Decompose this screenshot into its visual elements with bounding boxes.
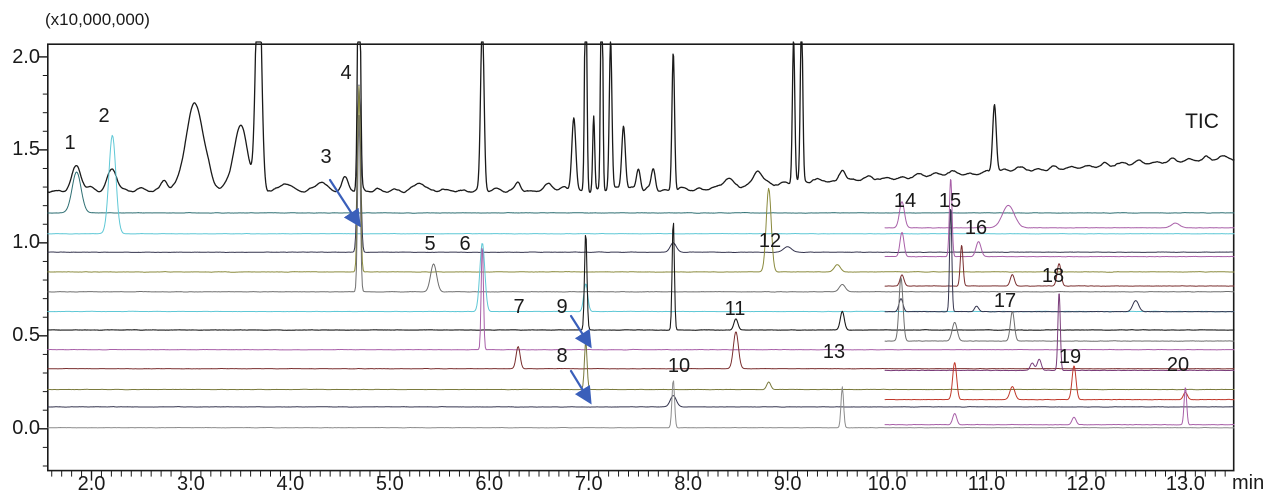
svg-text:4.0: 4.0 [276, 473, 304, 495]
svg-text:2: 2 [98, 105, 109, 127]
svg-text:10.0: 10.0 [868, 473, 907, 495]
svg-text:17: 17 [994, 290, 1016, 312]
svg-text:8: 8 [556, 345, 567, 367]
svg-text:7.0: 7.0 [575, 473, 603, 495]
svg-text:13.0: 13.0 [1166, 473, 1205, 495]
svg-text:14: 14 [894, 190, 916, 212]
svg-text:12: 12 [759, 230, 781, 252]
svg-text:2.0: 2.0 [78, 473, 106, 495]
svg-text:1: 1 [64, 132, 75, 154]
svg-text:12.0: 12.0 [1066, 473, 1105, 495]
svg-text:7: 7 [513, 296, 524, 318]
svg-text:9: 9 [556, 296, 567, 318]
svg-text:11.0: 11.0 [968, 473, 1005, 495]
svg-text:15: 15 [939, 190, 961, 212]
svg-text:4: 4 [340, 62, 351, 84]
svg-text:3.0: 3.0 [177, 473, 205, 495]
svg-text:TIC: TIC [1185, 110, 1219, 133]
svg-text:9.0: 9.0 [774, 473, 802, 495]
svg-text:5.0: 5.0 [376, 473, 404, 495]
svg-text:18: 18 [1042, 265, 1064, 287]
svg-text:11: 11 [725, 298, 746, 320]
svg-text:13: 13 [823, 341, 845, 363]
svg-text:16: 16 [965, 217, 987, 239]
svg-text:6.0: 6.0 [475, 473, 503, 495]
svg-text:5: 5 [424, 233, 435, 255]
svg-text:3: 3 [320, 146, 331, 168]
svg-text:20: 20 [1167, 354, 1189, 376]
svg-text:19: 19 [1059, 346, 1081, 368]
svg-text:8.0: 8.0 [674, 473, 702, 495]
svg-text:10: 10 [668, 355, 690, 377]
svg-text:6: 6 [459, 233, 470, 255]
